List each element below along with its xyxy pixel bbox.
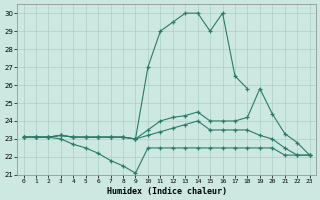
X-axis label: Humidex (Indice chaleur): Humidex (Indice chaleur) [107,187,227,196]
